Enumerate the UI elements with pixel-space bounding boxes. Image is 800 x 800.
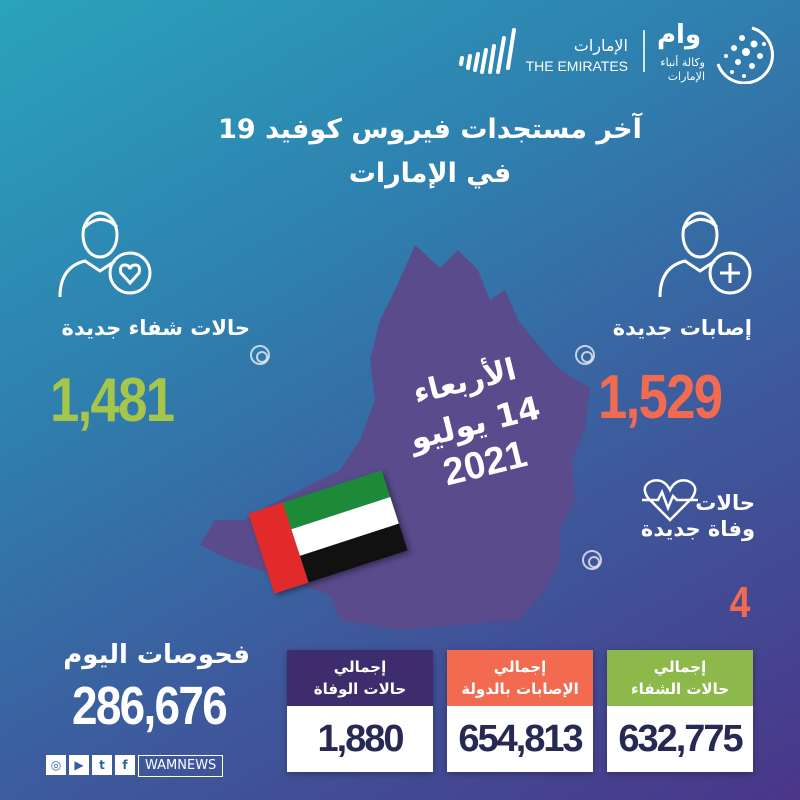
cases-value: 1,529 bbox=[598, 363, 723, 432]
total-deaths-label-1: إجمالي bbox=[333, 658, 387, 676]
recoveries-label: حالات شفاء جديدة bbox=[61, 316, 250, 340]
tests-label: فحوصات اليوم bbox=[63, 640, 250, 670]
target-icon bbox=[575, 345, 595, 365]
wam-logo: وام وكالة أنباء الإمارات bbox=[655, 20, 780, 87]
instagram-icon[interactable]: ◎ bbox=[46, 755, 66, 775]
total-deaths-value: 1,880 bbox=[317, 718, 404, 760]
deaths-label-2: وفاة جديدة bbox=[640, 517, 755, 541]
total-recoveries-value: 632,775 bbox=[618, 718, 743, 760]
facebook-icon[interactable]: f bbox=[115, 755, 135, 775]
total-cases-label-2: الإصابات بالدولة bbox=[461, 680, 579, 698]
deaths-value: 4 bbox=[729, 578, 751, 627]
heart-pulse-icon bbox=[642, 479, 698, 522]
social-bar: ◎ ▶ t f WAMNEWS bbox=[46, 755, 224, 777]
emirates-logo-en: THE EMIRATES bbox=[525, 58, 628, 74]
person-heart-icon bbox=[58, 211, 152, 298]
wam-globe-icon bbox=[716, 26, 774, 84]
total-deaths-label-2: حالات الوفاة bbox=[313, 680, 407, 698]
title-line-1: آخر مستجدات فيروس كوفيد 19 bbox=[218, 114, 642, 145]
tests-value: 286,676 bbox=[72, 676, 228, 736]
target-icon bbox=[582, 550, 602, 570]
emirates-logo: الإمارات THE EMIRATES bbox=[458, 28, 628, 78]
logo-divider bbox=[643, 30, 645, 72]
total-cases-value: 654,813 bbox=[458, 718, 583, 760]
total-recoveries-box: إجمالي حالات الشفاء 632,775 bbox=[607, 650, 753, 772]
total-recoveries-label-1: إجمالي bbox=[653, 658, 707, 676]
emirates-stripes-icon bbox=[459, 28, 516, 74]
youtube-icon[interactable]: ▶ bbox=[69, 755, 89, 775]
person-plus-icon bbox=[658, 211, 752, 298]
total-cases-box: إجمالي الإصابات بالدولة 654,813 bbox=[447, 650, 593, 772]
total-deaths-box: إجمالي حالات الوفاة 1,880 bbox=[287, 650, 433, 772]
wam-logo-text: وام bbox=[657, 20, 702, 50]
cases-label: إصابات جديدة bbox=[612, 316, 752, 340]
page-title: آخر مستجدات فيروس كوفيد 19 في الإمارات bbox=[200, 108, 660, 196]
total-recoveries-label-2: حالات الشفاء bbox=[630, 680, 730, 698]
twitter-icon[interactable]: t bbox=[92, 755, 112, 775]
target-icon bbox=[250, 345, 270, 365]
wam-subtitle-2: الإمارات bbox=[667, 70, 705, 83]
deaths-label: حالات وفاة جديدة bbox=[640, 490, 755, 542]
emirates-logo-ar: الإمارات bbox=[573, 36, 628, 55]
social-handle[interactable]: WAMNEWS bbox=[138, 755, 224, 777]
wam-subtitle-1: وكالة أنباء bbox=[660, 56, 705, 69]
recoveries-value: 1,481 bbox=[50, 366, 175, 435]
title-line-2: في الإمارات bbox=[348, 158, 512, 189]
total-cases-label-1: إجمالي bbox=[493, 658, 547, 676]
deaths-label-1: حالات bbox=[695, 491, 755, 515]
